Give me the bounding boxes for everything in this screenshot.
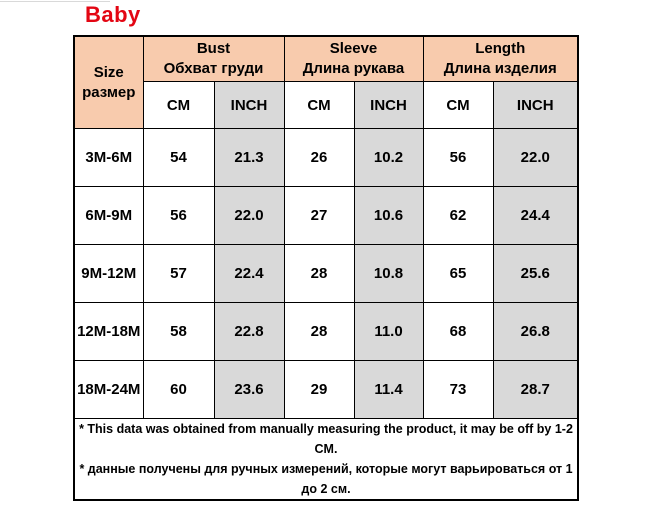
length-cm-cell: 62 [422, 186, 494, 245]
sleeve-cm-cell: 28 [283, 244, 355, 303]
table-row: 6M-9M 56 22.0 27 10.6 62 24.4 [73, 186, 579, 245]
sleeve-inch-cell: 10.6 [353, 186, 424, 245]
bust-column-header: Bust Обхват груди [142, 35, 285, 82]
footnote-en: * This data was obtained from manually m… [79, 422, 573, 456]
bust-cm-cell: 60 [142, 360, 215, 419]
bust-inch-cell: 23.6 [213, 360, 285, 419]
size-chart-table: Size размер Bust Обхват груди Sleeve Дли… [73, 35, 579, 501]
sleeve-inch-cell: 10.2 [353, 128, 424, 187]
length-cm-header: CM [422, 81, 494, 129]
size-cell: 9M-12M [73, 244, 144, 303]
length-header-en: Length [475, 40, 526, 57]
size-header-ru: размер [82, 83, 136, 101]
bust-inch-cell: 22.4 [213, 244, 285, 303]
sleeve-header-ru: Длина рукава [302, 60, 405, 77]
bust-header-en: Bust [196, 40, 231, 57]
length-cm-cell: 73 [422, 360, 494, 419]
sleeve-column-header: Sleeve Длина рукава [283, 35, 424, 82]
bust-cm-cell: 54 [142, 128, 215, 187]
sleeve-cm-header: CM [283, 81, 355, 129]
bust-cm-header: CM [142, 81, 215, 129]
length-inch-cell: 24.4 [492, 186, 579, 245]
footnote-cell: * This data was obtained from manually m… [73, 418, 579, 501]
sleeve-inch-header: INCH [353, 81, 424, 129]
size-header-en: Size [93, 63, 124, 81]
table-row: 12M-18M 58 22.8 28 11.0 68 26.8 [73, 302, 579, 361]
table-row: 18M-24M 60 23.6 29 11.4 73 28.7 [73, 360, 579, 419]
sleeve-cm-cell: 29 [283, 360, 355, 419]
bust-inch-cell: 22.0 [213, 186, 285, 245]
length-inch-cell: 22.0 [492, 128, 579, 187]
size-cell: 18M-24M [73, 360, 144, 419]
size-cell: 3M-6M [73, 128, 144, 187]
length-column-header: Length Длина изделия [422, 35, 579, 82]
header-units-row: CM INCH CM INCH CM INCH [74, 81, 579, 129]
length-inch-header: INCH [492, 81, 579, 129]
sleeve-cm-cell: 28 [283, 302, 355, 361]
page-title: Baby [85, 2, 141, 27]
sleeve-header-en: Sleeve [329, 40, 378, 57]
footnote-row: * This data was obtained from manually m… [73, 418, 579, 501]
length-inch-cell: 28.7 [492, 360, 579, 419]
length-cm-cell: 68 [422, 302, 494, 361]
bust-inch-cell: 21.3 [213, 128, 285, 187]
sleeve-cm-cell: 26 [283, 128, 355, 187]
size-cell: 12M-18M [73, 302, 144, 361]
footnote-ru: * данные получены для ручных измерений, … [79, 462, 573, 496]
bust-inch-cell: 22.8 [213, 302, 285, 361]
length-cm-cell: 56 [422, 128, 494, 187]
bust-header-ru: Обхват груди [163, 60, 264, 77]
top-edge-line [0, 1, 110, 2]
sleeve-cm-cell: 27 [283, 186, 355, 245]
bust-inch-header: INCH [213, 81, 285, 129]
length-header-ru: Длина изделия [443, 60, 557, 77]
table-row: 9M-12M 57 22.4 28 10.8 65 25.6 [73, 244, 579, 303]
bust-cm-cell: 58 [142, 302, 215, 361]
sleeve-inch-cell: 10.8 [353, 244, 424, 303]
header-group-row: Size размер Bust Обхват груди Sleeve Дли… [73, 35, 579, 129]
bust-cm-cell: 57 [142, 244, 215, 303]
size-cell: 6M-9M [73, 186, 144, 245]
size-column-header: Size размер [73, 35, 144, 129]
length-cm-cell: 65 [422, 244, 494, 303]
bust-cm-cell: 56 [142, 186, 215, 245]
sleeve-inch-cell: 11.4 [353, 360, 424, 419]
sleeve-inch-cell: 11.0 [353, 302, 424, 361]
table-row: 3M-6M 54 21.3 26 10.2 56 22.0 [73, 128, 579, 187]
length-inch-cell: 26.8 [492, 302, 579, 361]
length-inch-cell: 25.6 [492, 244, 579, 303]
